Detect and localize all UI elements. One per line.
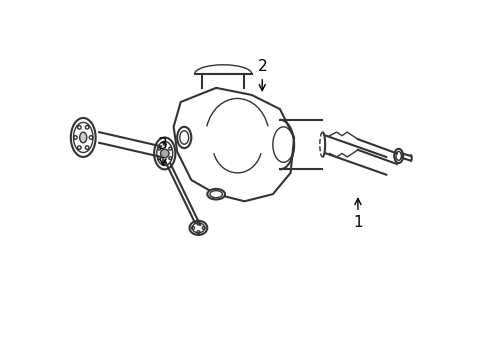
Ellipse shape [154,138,175,169]
Circle shape [160,149,169,158]
Polygon shape [173,88,293,201]
Ellipse shape [207,189,224,199]
Text: 1: 1 [352,198,362,230]
Ellipse shape [189,221,207,235]
Text: 3: 3 [158,137,167,165]
Ellipse shape [71,118,96,157]
Ellipse shape [393,149,402,163]
Ellipse shape [177,127,191,148]
Ellipse shape [80,132,86,143]
Text: 2: 2 [257,59,266,91]
